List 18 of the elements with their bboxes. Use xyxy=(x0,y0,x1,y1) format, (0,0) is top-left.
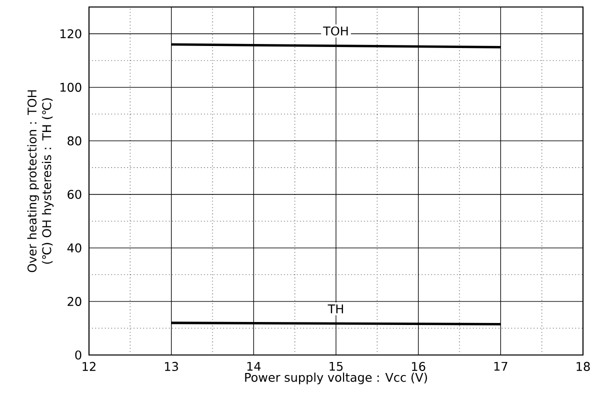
x-tick-label: 17 xyxy=(494,362,508,371)
series-label: TH xyxy=(328,304,343,314)
y-tick-label: 80 xyxy=(68,136,82,146)
y-tick-label: 100 xyxy=(60,82,82,92)
y-tick-label: 0 xyxy=(75,350,82,360)
y-tick-label: 60 xyxy=(68,190,82,199)
x-tick-label: 16 xyxy=(412,362,426,372)
x-tick-label: 12 xyxy=(82,362,96,371)
y-axis-title: Over heating protection : TOH (℃) OH hysteresis : TH (℃) xyxy=(27,90,54,272)
y-tick-label: 20 xyxy=(68,296,82,306)
y-tick-label: 40 xyxy=(67,243,82,252)
x-tick-label: 14 xyxy=(247,362,261,371)
series-label: TOH xyxy=(323,26,348,36)
x-tick-label: 18 xyxy=(576,362,590,372)
x-tick-label: 15 xyxy=(330,362,343,371)
x-tick-label: 13 xyxy=(165,362,178,372)
x-axis-title: Power supply voltage : Vcc (V) xyxy=(245,372,427,384)
y-tick-label: 120 xyxy=(60,29,82,38)
